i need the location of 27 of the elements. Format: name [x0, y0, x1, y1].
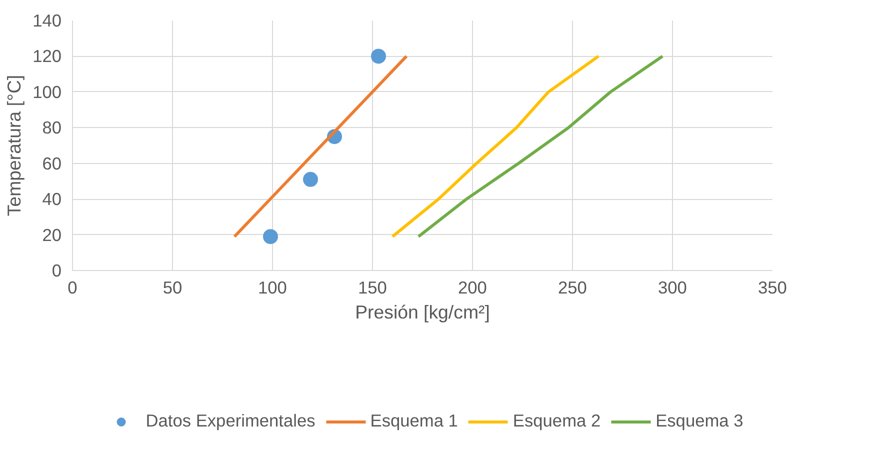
x-tick-label: 200 — [458, 278, 487, 298]
legend-label: Esquema 1 — [370, 410, 458, 432]
y-tick-label: 40 — [42, 189, 62, 210]
x-tick-label: 0 — [68, 278, 78, 298]
line-series — [391, 54, 600, 238]
line-series — [417, 54, 664, 238]
x-tick-label: 50 — [162, 278, 182, 298]
y-tick-label: 20 — [42, 224, 62, 245]
point — [371, 48, 386, 64]
y-axis-title: Temperatura [°C] — [4, 74, 25, 216]
legend-label: Esquema 3 — [656, 410, 744, 432]
point — [263, 229, 278, 244]
legend-label: Esquema 2 — [512, 410, 601, 432]
x-axis-title: Presión [kg/cm²] — [355, 302, 490, 322]
y-tick-label: 100 — [32, 82, 62, 102]
x-tick-label: 350 — [758, 278, 787, 298]
x-tick-label: 300 — [658, 278, 687, 298]
y-tick-label: 0 — [52, 260, 62, 280]
y-tick-label: 140 — [32, 10, 62, 30]
y-tick-label: 80 — [42, 118, 62, 138]
x-tick-label: 250 — [558, 278, 587, 298]
x-tick-label: 100 — [258, 278, 287, 298]
y-tick-label: 60 — [42, 153, 62, 174]
x-tick-label: 150 — [358, 278, 387, 298]
point — [303, 172, 318, 187]
legend-label: Datos Experimentales — [146, 410, 316, 432]
y-tick-label: 120 — [32, 46, 62, 66]
